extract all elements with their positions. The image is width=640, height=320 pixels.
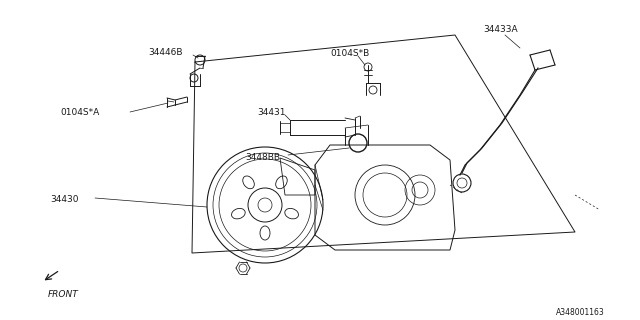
- Text: 0104S*B: 0104S*B: [330, 49, 369, 58]
- Text: A348001163: A348001163: [556, 308, 605, 317]
- Text: 34431: 34431: [257, 108, 285, 117]
- Text: 34433A: 34433A: [483, 25, 518, 34]
- Text: 34430: 34430: [50, 195, 79, 204]
- Text: 34446B: 34446B: [148, 48, 182, 57]
- Text: 3448BB: 3448BB: [245, 153, 280, 162]
- Text: FRONT: FRONT: [48, 290, 79, 299]
- Text: 0104S*A: 0104S*A: [60, 108, 99, 117]
